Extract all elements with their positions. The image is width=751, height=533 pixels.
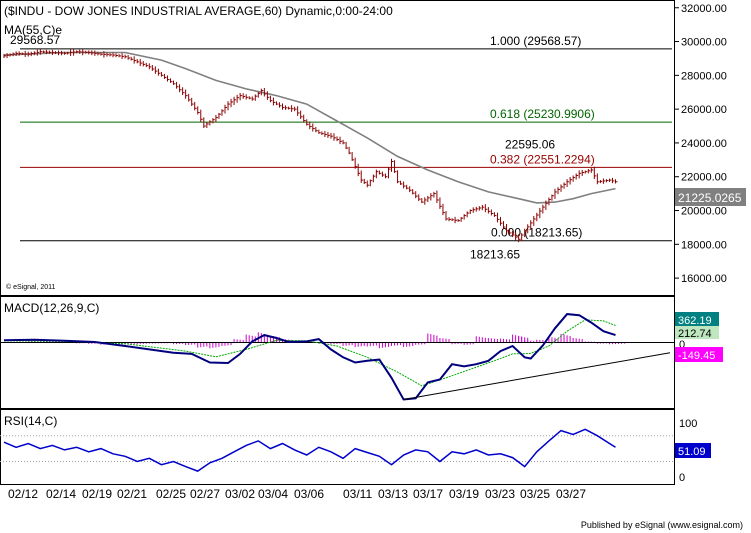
- x-axis-label: 03/04: [258, 487, 288, 501]
- last-price-value: 21225.0265: [678, 191, 742, 205]
- x-axis-label: 03/23: [485, 487, 515, 501]
- fib-level-label: 0.618 (25230.9906): [490, 107, 595, 121]
- fib-level-label: 0.000 (18213.65): [491, 226, 582, 240]
- price-pane: 32000.00 30000.00 28000.00 26000.00 24000.00…: [0, 0, 746, 296]
- macd-value-tag: [675, 312, 719, 327]
- price-tick-label: 16000.00: [681, 273, 727, 285]
- x-axis-label: 03/25: [520, 487, 550, 501]
- macd-line: [3, 313, 616, 401]
- ma-legend: MA(55,C)e: [4, 23, 62, 37]
- macd-title: MACD(12,26,9,C): [4, 301, 99, 315]
- x-axis-label: 02/12: [8, 487, 38, 501]
- price-tick-label: 30000.00: [681, 37, 727, 49]
- x-axis-label: 03/17: [413, 487, 443, 501]
- signal-value: 212.74: [678, 328, 712, 340]
- x-axis-label: 03/06: [294, 487, 324, 501]
- macd-signal-line: [3, 319, 616, 387]
- x-axis: 02/12 02/14 02/19 02/21 02/25 02/27 03/02 03/04…: [8, 487, 586, 501]
- rsi-value: 51.09: [678, 446, 706, 458]
- rsi-line: [3, 428, 616, 472]
- price-tick-label: 28000.00: [681, 70, 727, 82]
- x-axis-label: 02/19: [82, 487, 112, 501]
- macd-pane: MACD(12,26,9,C) 0 362.19 212.74 -149.45: [0, 296, 723, 409]
- price-tick-label: 20000.00: [681, 206, 727, 218]
- macd-pane-border: [0, 296, 675, 409]
- x-axis-label: 03/27: [556, 487, 586, 501]
- rsi-title: RSI(14,C): [4, 414, 57, 428]
- watermark: © eSignal, 2011: [6, 283, 56, 291]
- x-axis-label: 02/14: [46, 487, 76, 501]
- rsi-value-tag: [675, 443, 711, 458]
- price-tick-label: 32000.00: [681, 3, 727, 15]
- fib-level-label: 1.000 (29568.57): [490, 34, 581, 48]
- macd-value: 362.19: [678, 315, 712, 327]
- rsi-tick-0: 0: [679, 472, 685, 484]
- price-tick-label: 24000.00: [681, 138, 727, 150]
- signal-value-tag: [675, 326, 719, 339]
- price-annotations: 29568.57 22595.06 18213.65: [10, 33, 555, 262]
- price-annotation: 29568.57: [10, 33, 60, 47]
- x-axis-label: 02/21: [117, 487, 147, 501]
- x-axis-label: 03/13: [378, 487, 408, 501]
- price-tick-label: 22000.00: [681, 172, 727, 184]
- last-price-tag: [675, 188, 746, 206]
- price-annotation: 22595.06: [505, 138, 555, 152]
- x-axis-label: 03/11: [343, 487, 372, 501]
- fib-level-label: 0.382 (22551.2294): [490, 152, 595, 166]
- macd-trendline: [403, 352, 671, 400]
- price-tick-label: 26000.00: [681, 104, 727, 116]
- x-axis-label: 02/25: [156, 487, 186, 501]
- x-axis-label: 03/02: [225, 487, 255, 501]
- price-tick-label: 18000.00: [681, 239, 727, 251]
- chart-title: ($INDU - DOW JONES INDUSTRIAL AVERAGE,60…: [4, 4, 393, 18]
- price-y-axis: 32000.00 30000.00 28000.00 26000.00 24000.00…: [675, 3, 727, 285]
- x-axis-label: 02/27: [190, 487, 220, 501]
- fibonacci-levels: 1.000 (29568.57) 0.618 (25230.9906) 0.382 …: [20, 34, 672, 242]
- footer-credit: Published by eSignal (www.esignal.com): [580, 520, 743, 530]
- histogram-value-tag: [675, 347, 723, 362]
- price-bars: [3, 48, 618, 243]
- price-annotation: 18213.65: [470, 248, 520, 262]
- histogram-value: -149.45: [678, 350, 715, 362]
- rsi-pane: RSI(14,C) 100 0 51.09: [0, 409, 711, 485]
- rsi-pane-border: [0, 409, 675, 485]
- x-axis-label: 03/19: [449, 487, 479, 501]
- rsi-tick-100: 100: [679, 418, 697, 430]
- price-pane-border: [0, 0, 675, 296]
- macd-zero-label: 0: [679, 339, 685, 351]
